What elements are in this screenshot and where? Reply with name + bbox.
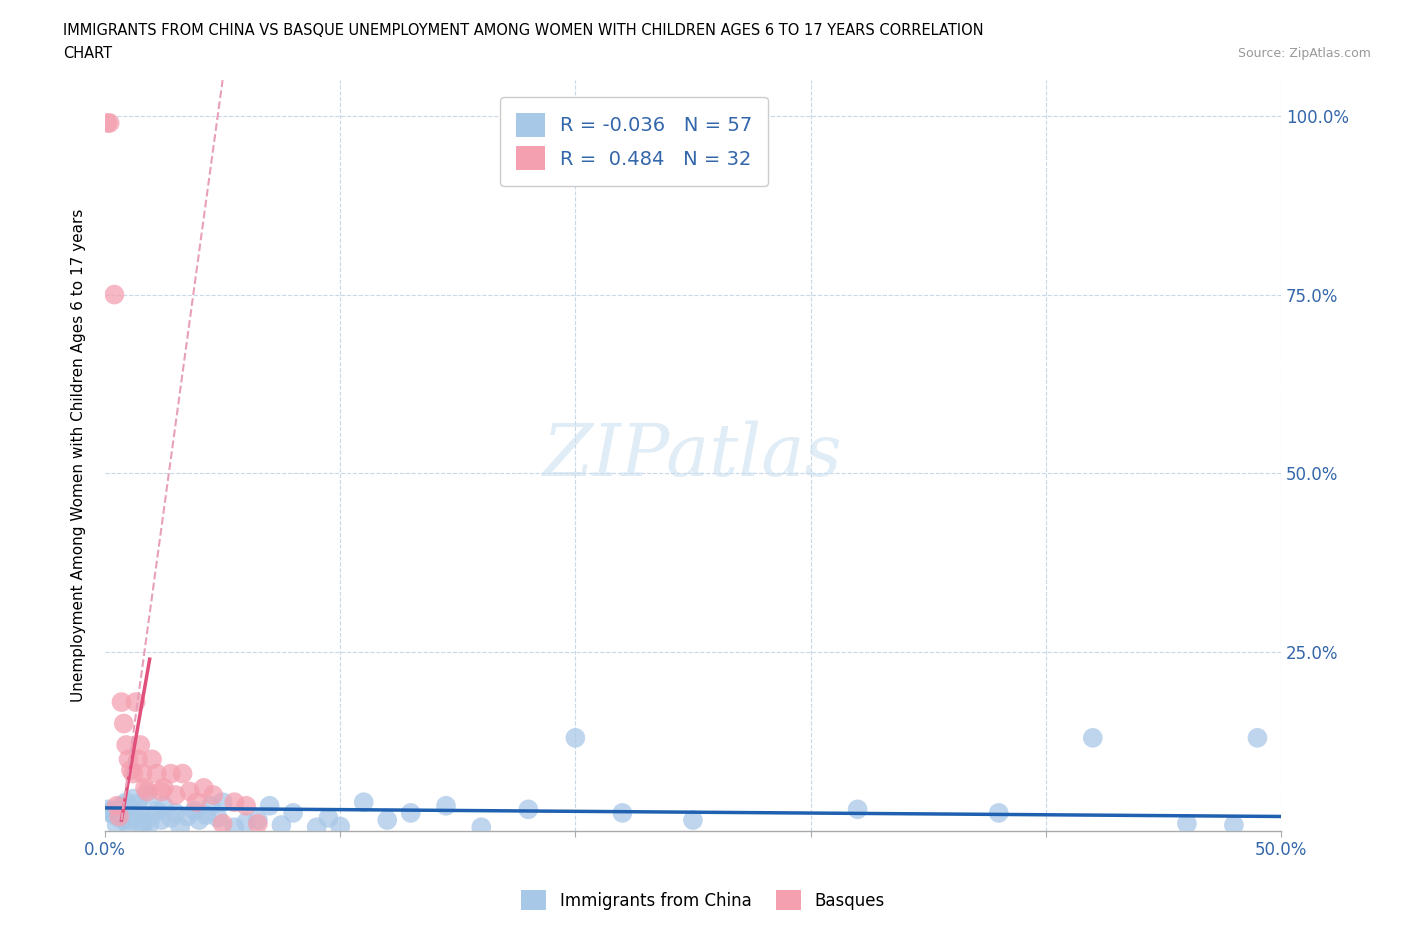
- Point: [211, 795, 233, 810]
- Point: [160, 766, 183, 781]
- Point: [434, 798, 457, 813]
- Point: [224, 795, 246, 810]
- Point: [517, 802, 540, 817]
- Point: [145, 766, 167, 781]
- Point: [169, 819, 191, 834]
- Point: [224, 819, 246, 834]
- Point: [259, 798, 281, 813]
- Point: [179, 784, 201, 799]
- Point: [329, 819, 352, 834]
- Point: [564, 730, 586, 745]
- Point: [150, 813, 173, 828]
- Point: [987, 805, 1010, 820]
- Point: [305, 819, 328, 834]
- Point: [202, 788, 225, 803]
- Point: [846, 802, 869, 817]
- Legend: Immigrants from China, Basques: Immigrants from China, Basques: [515, 884, 891, 917]
- Point: [127, 796, 149, 811]
- Point: [136, 784, 159, 799]
- Point: [112, 813, 135, 828]
- Point: [110, 798, 132, 813]
- Point: [193, 780, 215, 795]
- Point: [96, 802, 118, 817]
- Point: [105, 817, 128, 832]
- Point: [165, 788, 187, 803]
- Point: [375, 813, 398, 828]
- Point: [120, 813, 142, 828]
- Point: [131, 817, 153, 832]
- Point: [141, 807, 163, 822]
- Point: [1223, 817, 1246, 832]
- Point: [105, 798, 128, 813]
- Point: [207, 810, 229, 825]
- Point: [186, 795, 208, 810]
- Point: [470, 819, 492, 834]
- Point: [150, 784, 173, 799]
- Point: [131, 766, 153, 781]
- Point: [98, 115, 121, 130]
- Point: [141, 751, 163, 766]
- Y-axis label: Unemployment Among Women with Children Ages 6 to 17 years: Unemployment Among Women with Children A…: [72, 208, 86, 702]
- Point: [353, 795, 375, 810]
- Point: [127, 751, 149, 766]
- Point: [246, 813, 269, 828]
- Point: [235, 815, 257, 830]
- Point: [152, 798, 174, 813]
- Point: [101, 804, 124, 818]
- Point: [138, 817, 160, 831]
- Point: [399, 805, 422, 820]
- Point: [112, 716, 135, 731]
- Legend: R = -0.036   N = 57, R =  0.484   N = 32: R = -0.036 N = 57, R = 0.484 N = 32: [501, 98, 768, 186]
- Point: [160, 810, 183, 825]
- Point: [145, 804, 167, 818]
- Point: [124, 809, 146, 824]
- Point: [682, 813, 704, 828]
- Point: [1246, 730, 1268, 745]
- Point: [235, 798, 257, 813]
- Text: CHART: CHART: [63, 46, 112, 61]
- Point: [124, 695, 146, 710]
- Point: [318, 810, 340, 825]
- Point: [122, 791, 145, 806]
- Point: [108, 810, 131, 825]
- Point: [152, 780, 174, 795]
- Point: [176, 809, 198, 824]
- Point: [103, 287, 125, 302]
- Point: [122, 766, 145, 781]
- Point: [134, 815, 156, 830]
- Point: [117, 751, 139, 766]
- Text: IMMIGRANTS FROM CHINA VS BASQUE UNEMPLOYMENT AMONG WOMEN WITH CHILDREN AGES 6 TO: IMMIGRANTS FROM CHINA VS BASQUE UNEMPLOY…: [63, 23, 984, 38]
- Point: [115, 795, 138, 810]
- Point: [183, 804, 205, 818]
- Point: [136, 788, 159, 803]
- Text: ZIPatlas: ZIPatlas: [543, 420, 842, 491]
- Point: [165, 805, 187, 820]
- Point: [98, 805, 121, 820]
- Point: [246, 817, 269, 831]
- Point: [612, 805, 634, 820]
- Point: [1081, 730, 1104, 745]
- Point: [172, 766, 194, 781]
- Point: [188, 813, 211, 828]
- Point: [1175, 817, 1198, 831]
- Point: [281, 805, 304, 820]
- Point: [108, 809, 131, 824]
- Point: [211, 817, 233, 831]
- Point: [270, 817, 292, 832]
- Point: [103, 807, 125, 822]
- Text: Source: ZipAtlas.com: Source: ZipAtlas.com: [1237, 46, 1371, 60]
- Point: [96, 115, 118, 130]
- Point: [134, 780, 156, 795]
- Point: [195, 807, 218, 822]
- Point: [120, 763, 142, 777]
- Point: [129, 737, 152, 752]
- Point: [115, 737, 138, 752]
- Point: [200, 798, 222, 813]
- Point: [110, 695, 132, 710]
- Point: [129, 805, 152, 820]
- Point: [117, 819, 139, 834]
